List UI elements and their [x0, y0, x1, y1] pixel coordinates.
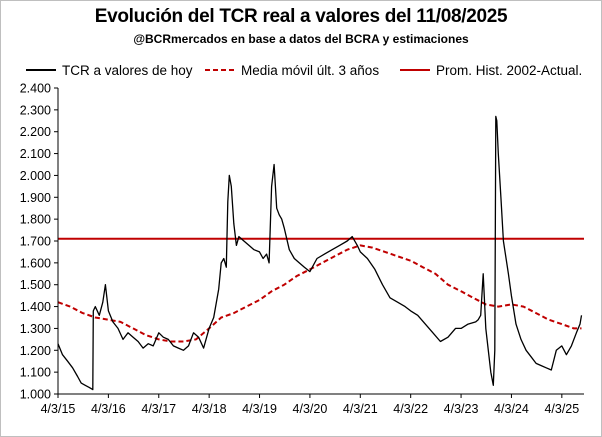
x-tick-label: 4/3/20	[293, 402, 328, 416]
legend-label-0: TCR a valores de hoy	[62, 63, 193, 78]
y-tick-label: 1.900	[20, 191, 51, 205]
series-line-0	[57, 115, 583, 391]
y-tick-label: 1.400	[20, 300, 51, 314]
y-tick-label: 1.200	[20, 344, 51, 358]
chart-subtitle: @BCRmercados en base a datos del BCRA y …	[133, 32, 469, 46]
x-tick-label: 4/3/22	[393, 402, 428, 416]
y-tick-label: 1.700	[20, 235, 51, 249]
chart-title: Evolución del TCR real a valores del 11/…	[94, 6, 508, 27]
y-tick-label: 2.300	[20, 103, 51, 117]
x-axis: 4/3/15 4/3/16 4/3/17 4/3/18 4/3/19 4/3/20 4/3/…	[41, 393, 584, 416]
y-axis: 1.000 1.100 1.200 1.300 1.400 1.500 1.600 1.700…	[20, 82, 59, 402]
x-tick-label: 4/3/24	[494, 402, 529, 416]
y-tick-label: 1.100	[20, 366, 51, 380]
y-tick-label: 1.300	[20, 322, 51, 336]
x-tick-label: 4/3/21	[343, 402, 378, 416]
x-tick-label: 4/3/18	[192, 402, 227, 416]
x-tick-label: 4/3/16	[91, 402, 126, 416]
y-tick-label: 1.500	[20, 278, 51, 292]
y-tick-label: 1.800	[20, 213, 51, 227]
legend-label-2: Prom. Hist. 2002-Actual.	[436, 63, 582, 78]
series-line-1	[57, 244, 582, 343]
x-tick-label: 4/3/17	[141, 402, 176, 416]
legend-label-1: Media móvil últ. 3 años	[241, 63, 379, 78]
y-tick-label: 2.000	[20, 169, 51, 183]
y-tick-label: 2.400	[20, 82, 51, 96]
x-tick-label: 4/3/19	[242, 402, 277, 416]
x-tick-label: 4/3/23	[444, 402, 479, 416]
legend: TCR a valores de hoy Media móvil últ. 3 a…	[26, 63, 582, 78]
plot-area	[57, 115, 584, 391]
x-tick-label: 4/3/15	[41, 402, 76, 416]
y-tick-label: 2.200	[20, 125, 51, 139]
y-tick-label: 2.100	[20, 147, 51, 161]
y-tick-label: 1.600	[20, 256, 51, 270]
x-tick-label: 4/3/25	[544, 402, 579, 416]
y-tick-label: 1.000	[20, 388, 51, 402]
